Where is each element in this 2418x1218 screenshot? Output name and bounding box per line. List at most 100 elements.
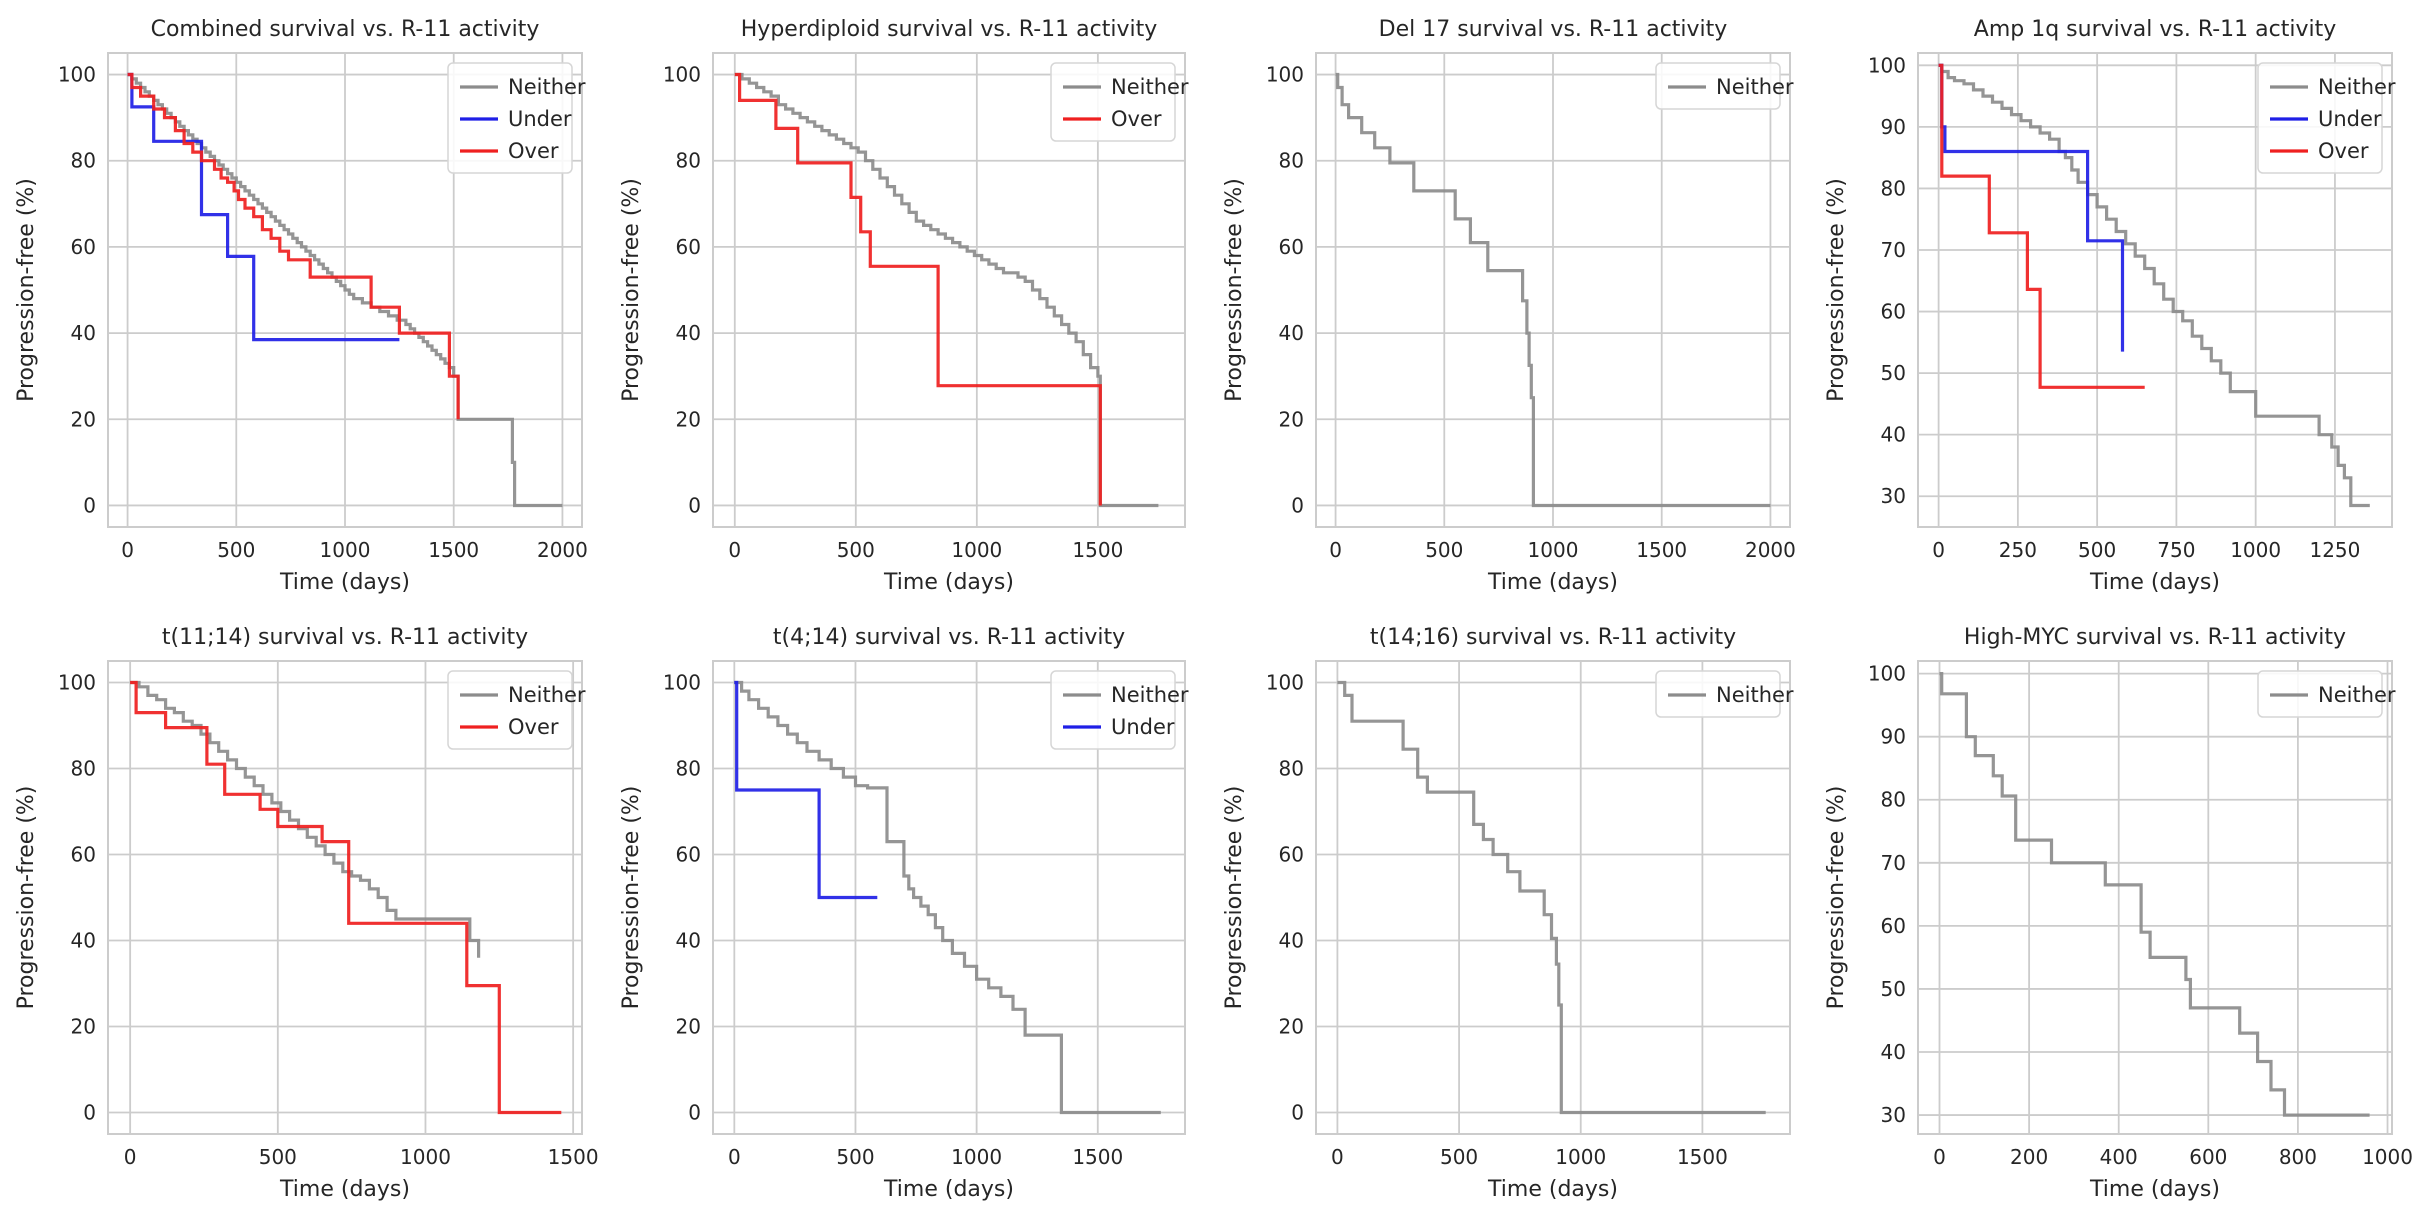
y-tick-label: 40	[1279, 321, 1304, 345]
y-tick-label: 60	[676, 235, 701, 259]
y-tick-label: 80	[1881, 176, 1906, 200]
y-tick-label: 90	[1881, 115, 1906, 139]
y-axis-label: Progression-free (%)	[1222, 178, 1247, 402]
y-tick-label: 40	[1881, 1040, 1906, 1064]
y-tick-label: 50	[1881, 977, 1906, 1001]
x-tick-label: 1250	[2309, 538, 2360, 562]
x-tick-label: 1000	[2362, 1145, 2413, 1169]
legend-box	[1050, 670, 1176, 750]
legend: Neither	[1655, 62, 1794, 110]
chart-panel: 0 500 1000 1500 2000 0 20 40 60 80 100 Combined sur…	[14, 17, 588, 595]
axes-frame	[712, 52, 1186, 528]
legend-label-over: Over	[2318, 139, 2369, 163]
chart-panel: 0 500 1000 1500 0 20 40 60 80 100 t(11;14) surviva…	[14, 625, 599, 1202]
series-line-under	[734, 680, 878, 900]
axes-frame	[107, 52, 583, 528]
y-tick-label: 60	[1279, 235, 1304, 259]
x-tick-label: 500	[217, 538, 255, 562]
x-tick-label: 1500	[1636, 538, 1687, 562]
y-tick-label: 40	[71, 321, 96, 345]
y-tick-label: 60	[71, 235, 96, 259]
series-line-under	[1938, 63, 2125, 352]
x-tick-label: 1500	[1072, 538, 1123, 562]
x-tick-label: 250	[1999, 538, 2037, 562]
series-line-neither	[1337, 680, 1766, 1115]
x-tick-label: 750	[2157, 538, 2195, 562]
axes-frame	[712, 660, 1186, 1135]
x-tick-label: 1000	[400, 1145, 451, 1169]
x-tick-label: 500	[259, 1145, 297, 1169]
y-tick-label: 100	[663, 63, 701, 87]
series-line-neither	[734, 680, 1161, 1115]
legend-box	[1655, 62, 1781, 110]
legend-box	[447, 62, 573, 174]
x-tick-label: 0	[1933, 1145, 1946, 1169]
x-tick-label: 0	[728, 1145, 741, 1169]
x-tick-label: 500	[1425, 538, 1463, 562]
y-axis-label: Progression-free (%)	[619, 178, 644, 402]
y-tick-label: 50	[1881, 361, 1906, 385]
legend-label-under: Under	[2318, 107, 2382, 131]
legend-label-neither: Neither	[2318, 683, 2396, 707]
y-tick-label: 100	[1868, 53, 1906, 77]
x-tick-label: 0	[121, 538, 134, 562]
y-tick-label: 100	[1868, 662, 1906, 686]
series-line-neither	[1335, 72, 1771, 508]
x-axis-label: Time (days)	[1487, 570, 1618, 595]
legend-label-neither: Neither	[1716, 75, 1794, 99]
x-axis-label: Time (days)	[2089, 570, 2220, 595]
x-tick-label: 2000	[537, 538, 588, 562]
legend-box	[2257, 670, 2383, 718]
x-tick-label: 1500	[548, 1145, 599, 1169]
x-tick-label: 600	[2189, 1145, 2227, 1169]
y-tick-label: 100	[58, 63, 96, 87]
legend-label-neither: Neither	[1716, 683, 1794, 707]
x-tick-label: 1000	[1528, 538, 1579, 562]
series-line-over	[130, 680, 562, 1115]
y-tick-label: 20	[71, 407, 96, 431]
y-tick-label: 60	[71, 843, 96, 867]
x-axis-label: Time (days)	[2089, 1177, 2220, 1202]
chart-panel: 0 250 500 750 1000 1250 30 40 50 60 70 80 90 100 Amp 1…	[1824, 17, 2396, 595]
axes-frame	[1917, 52, 2393, 528]
legend: Neither	[2257, 670, 2396, 718]
y-tick-label: 80	[71, 757, 96, 781]
y-axis-label: Progression-free (%)	[1824, 178, 1849, 402]
y-tick-label: 20	[71, 1015, 96, 1039]
y-tick-label: 0	[1291, 1101, 1304, 1125]
y-tick-label: 80	[1279, 149, 1304, 173]
legend-label-over: Over	[508, 715, 559, 739]
y-tick-label: 30	[1881, 1103, 1906, 1127]
y-axis-label: Progression-free (%)	[14, 786, 39, 1010]
axes-frame	[107, 660, 583, 1135]
chart-panel: 0 500 1000 1500 0 20 40 60 80 100 Hyperdiploid sur…	[619, 17, 1189, 595]
y-tick-label: 40	[676, 929, 701, 953]
y-tick-label: 80	[1881, 788, 1906, 812]
legend-box	[1050, 62, 1176, 142]
y-tick-label: 40	[1279, 929, 1304, 953]
legend-label-under: Under	[1111, 715, 1175, 739]
y-tick-label: 60	[676, 843, 701, 867]
chart-title: Hyperdiploid survival vs. R-11 activity	[741, 17, 1157, 42]
series-line-neither	[734, 72, 1159, 508]
x-tick-label: 800	[2279, 1145, 2317, 1169]
y-tick-label: 100	[1266, 63, 1304, 87]
x-tick-label: 1500	[1677, 1145, 1728, 1169]
x-tick-label: 0	[1331, 1145, 1344, 1169]
x-tick-label: 0	[1932, 538, 1945, 562]
y-tick-label: 0	[83, 1101, 96, 1125]
legend: Neither Under Over	[2257, 62, 2396, 174]
y-tick-label: 40	[1881, 423, 1906, 447]
x-tick-label: 1000	[1555, 1145, 1606, 1169]
x-tick-label: 500	[2078, 538, 2116, 562]
series-line-under	[127, 72, 400, 342]
x-tick-label: 200	[2010, 1145, 2048, 1169]
series-line-over	[1938, 63, 2145, 389]
series-line-neither	[1938, 63, 2370, 508]
axes-frame	[1315, 52, 1791, 528]
chart-panel: 0 500 1000 1500 0 20 40 60 80 100 t(4;14) survival…	[619, 625, 1189, 1202]
series-line-neither	[1939, 672, 2370, 1117]
series-line-neither	[130, 680, 481, 958]
legend: Neither Over	[447, 670, 586, 750]
